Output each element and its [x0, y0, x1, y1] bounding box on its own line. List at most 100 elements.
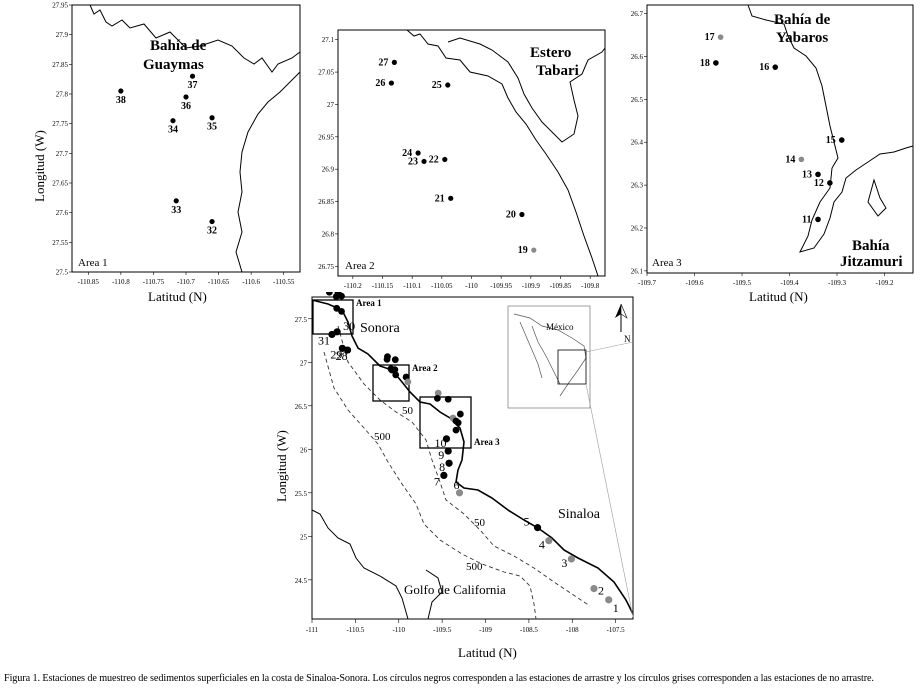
area2-station-21-dot [448, 195, 454, 201]
main-station-9-dot [444, 447, 452, 455]
area2-station-27-label: 27 [378, 57, 388, 68]
main-box-area3 [419, 396, 472, 449]
area2-ytick-label: 27.1 [322, 36, 335, 44]
area3-island [867, 178, 887, 217]
main-inset-connector-2 [585, 383, 634, 618]
main-xtick-label: -110.5 [346, 626, 364, 634]
area2-xtick-label: -109.95 [490, 282, 512, 290]
area2-station-25-label: 25 [432, 80, 442, 91]
area3-station-14-dot [798, 156, 805, 163]
area1-station-32-label: 32 [207, 226, 217, 237]
area2-xtick-label: -109.8 [581, 282, 600, 290]
main-ytick-label: 27.5 [295, 316, 308, 324]
area1-ylabel: Longitud (W) [32, 130, 47, 202]
area1-place-line2: Guaymas [143, 57, 204, 73]
main-area1-station-35-dot [338, 292, 345, 300]
area2-station-23-dot [421, 158, 427, 165]
area2-ytick-label: 27 [327, 101, 335, 109]
area2-ytick-label: 26.9 [322, 166, 335, 174]
area3-place-top-line1: Bahía de [774, 12, 831, 28]
area3-xtick-label: -109.4 [780, 279, 799, 287]
area1-ytick-label: 27.8 [56, 91, 69, 99]
area3-xtick-label: -109.3 [828, 279, 847, 287]
area3-xlabel: Latitud (N) [749, 289, 808, 304]
area3-station-18-dot [713, 60, 719, 66]
main-area3-station-12-dot [454, 419, 462, 427]
area1-ytick-label: 27.7 [56, 150, 69, 158]
main-station-28-label: 28 [336, 349, 348, 363]
area3-coastline [747, 4, 839, 169]
main-area1-station-34-dot [332, 293, 340, 300]
main-area1-station-38-dot [325, 288, 333, 296]
area3-station-13-label: 13 [802, 169, 812, 180]
area2-station-24-dot [415, 150, 421, 156]
area2-station-27-dot [391, 59, 397, 65]
main-area2-station-25-dot [391, 356, 399, 364]
area2-station-19-dot [531, 247, 537, 253]
area3-ytick-label: 26.7 [631, 10, 644, 18]
main-north-label: N [624, 334, 631, 344]
area1-stations: 38 37 36 34 35 33 32 [116, 73, 217, 237]
area2-station-24-label: 24 [402, 148, 412, 159]
main-map-panel: Area 1 Area 2 Area 3 México N 50 500 50 … [268, 286, 648, 667]
main-area2-station-21-dot [392, 371, 400, 379]
area1-ytick-label: 27.9 [56, 31, 69, 39]
area3-station-12-label: 12 [814, 178, 824, 189]
main-station-6-label: 6 [453, 478, 459, 492]
area3-ytick-label: 26.4 [631, 139, 644, 147]
main-ytick-label: 25.5 [295, 490, 308, 498]
area1-coastline [89, 4, 301, 73]
area2-station-22-dot [442, 156, 448, 163]
main-station-4-dot [545, 537, 553, 545]
area1-ytick-label: 27.75 [52, 120, 68, 128]
area3-station-11-label: 11 [802, 214, 811, 225]
main-station-8-dot [445, 459, 453, 467]
area3-ytick-label: 26.1 [631, 267, 644, 275]
area3-ytick-label: 26.3 [631, 182, 644, 190]
area3-station-17-label: 17 [705, 32, 715, 43]
area3-ytick-label: 26.5 [631, 96, 644, 104]
area1-place-line1: Bahía de [150, 38, 207, 54]
main-region-sinaloa: Sinaloa [558, 507, 601, 522]
main-xtick-label: -108.5 [520, 626, 539, 634]
area3-xtick-label: -109.6 [685, 279, 704, 287]
area3-place-bottom-line1: Bahía [852, 238, 890, 254]
area2-ytick-label: 26.85 [318, 198, 334, 206]
area3-xtick-label: -109.2 [875, 279, 894, 287]
area2-panel: Estero Tabari 27 26 25 24 23 22 21 20 19 Area 2 … [312, 2, 612, 297]
area3-station-16-label: 16 [759, 62, 769, 73]
area1-station-37-label: 37 [188, 80, 198, 91]
area1-yticks: 27.95 27.9 27.85 27.8 27.75 27.7 27.65 27.6 27.5… [52, 2, 72, 277]
main-isobath-label-4: 500 [466, 561, 483, 573]
main-area3-station-16-dot [444, 395, 452, 403]
area1-xtick-label: -110.75 [143, 278, 165, 286]
area1-xtick-label: -110.6 [242, 278, 260, 286]
area2-coastline [406, 29, 599, 277]
area2-ytick-label: 26.95 [318, 133, 334, 141]
area3-station-17-dot [717, 34, 724, 40]
main-inset-mexico [513, 313, 587, 397]
area3-xticks: -109.7 -109.6 -109.5 -109.4 -109.3 -109.2 [638, 273, 894, 287]
main-station-5-dot [533, 524, 542, 532]
main-xticks: -111 -110.5 -110 -109.5 -109 -108.5 -108 -107.5 [306, 619, 625, 634]
main-station-31-label: 31 [318, 333, 330, 347]
area2-station-20-label: 20 [506, 210, 516, 221]
main-station-3-label: 3 [561, 556, 567, 570]
area3-xtick-label: -109.5 [733, 279, 752, 287]
area1-ytick-label: 27.6 [56, 209, 69, 217]
main-area1-station-32-dot [338, 307, 345, 315]
area2-estero-shore [447, 37, 606, 143]
main-ytick-label: 26 [300, 446, 308, 454]
main-station-2-dot [590, 584, 598, 593]
area1-panel: Bahía de Guaymas 38 37 36 34 35 33 32 Area 1 -… [30, 2, 310, 307]
main-area3-station-17-dot [434, 389, 442, 397]
area1-station-34-label: 34 [168, 125, 178, 136]
main-inset-highlight [557, 349, 587, 385]
area1-station-33-label: 33 [171, 205, 181, 216]
area2-station-26-dot [388, 80, 394, 86]
area2-xticks: -110.2 -110.15 -110.1 -110.05 -110 -109.95 -10… [344, 276, 600, 290]
area1-xtick-label: -110.65 [208, 278, 230, 286]
